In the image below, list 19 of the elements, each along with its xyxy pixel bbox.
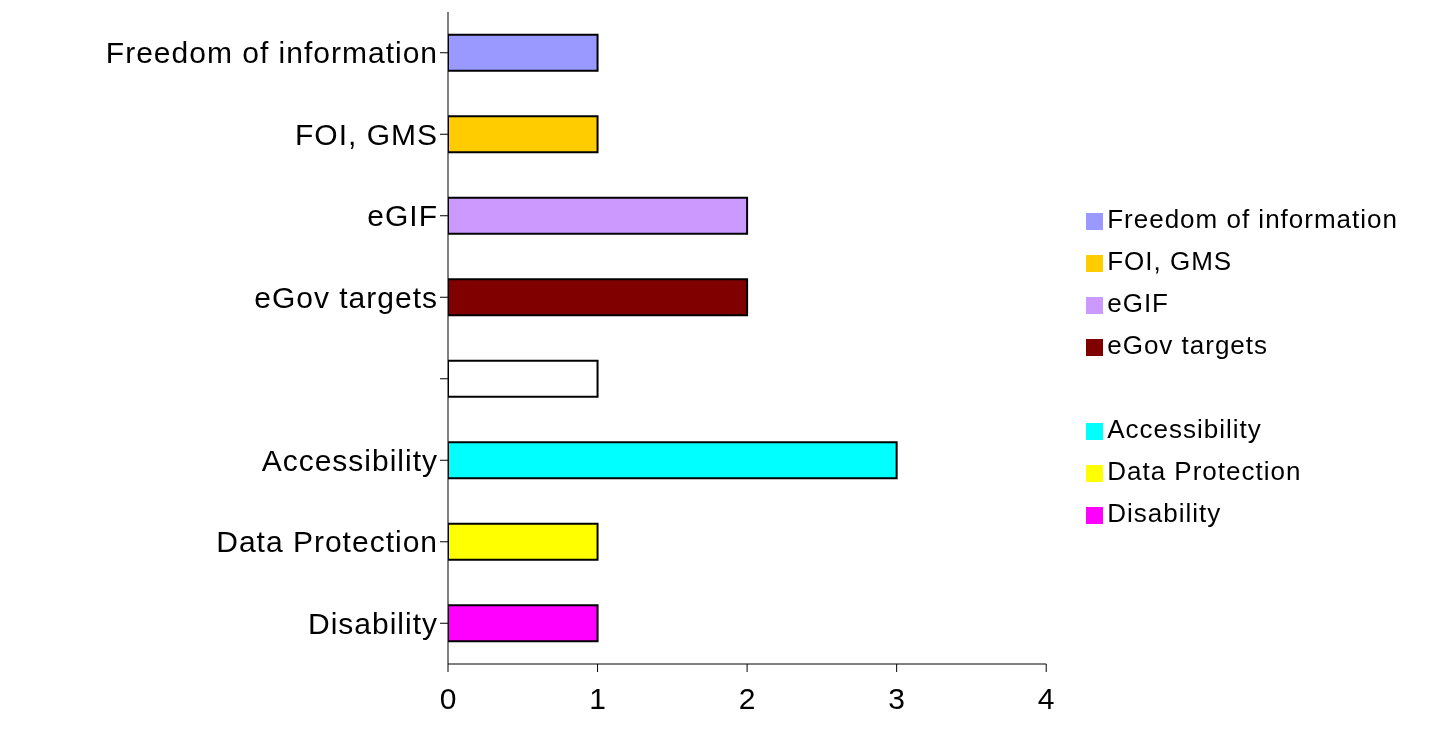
- y-tick-label: Disability: [307, 606, 438, 640]
- legend-label: Accessibility: [1107, 414, 1262, 444]
- x-tick-label: 0: [439, 682, 457, 716]
- y-tick-label: eGov targets: [254, 280, 438, 314]
- legend-label: FOI, GMS: [1107, 246, 1233, 276]
- y-tick-label: Accessibility: [261, 443, 438, 477]
- y-tick-label: FOI, GMS: [295, 117, 438, 151]
- legend-label: Freedom of information: [1107, 204, 1398, 234]
- y-tick-label: eGIF: [367, 199, 438, 233]
- x-tick-label: 1: [589, 682, 606, 716]
- y-tick-label: Freedom of information: [105, 36, 438, 70]
- x-tick-label: 2: [738, 682, 756, 716]
- y-tick-label: Data Protection: [216, 525, 438, 559]
- legend-label: eGIF: [1107, 288, 1169, 318]
- legend-label: eGov targets: [1107, 330, 1269, 360]
- legend-label: Disability: [1107, 498, 1222, 528]
- legend-label: Data Protection: [1107, 456, 1302, 486]
- x-tick-label: 3: [888, 682, 905, 716]
- x-tick-label: 4: [1037, 682, 1055, 716]
